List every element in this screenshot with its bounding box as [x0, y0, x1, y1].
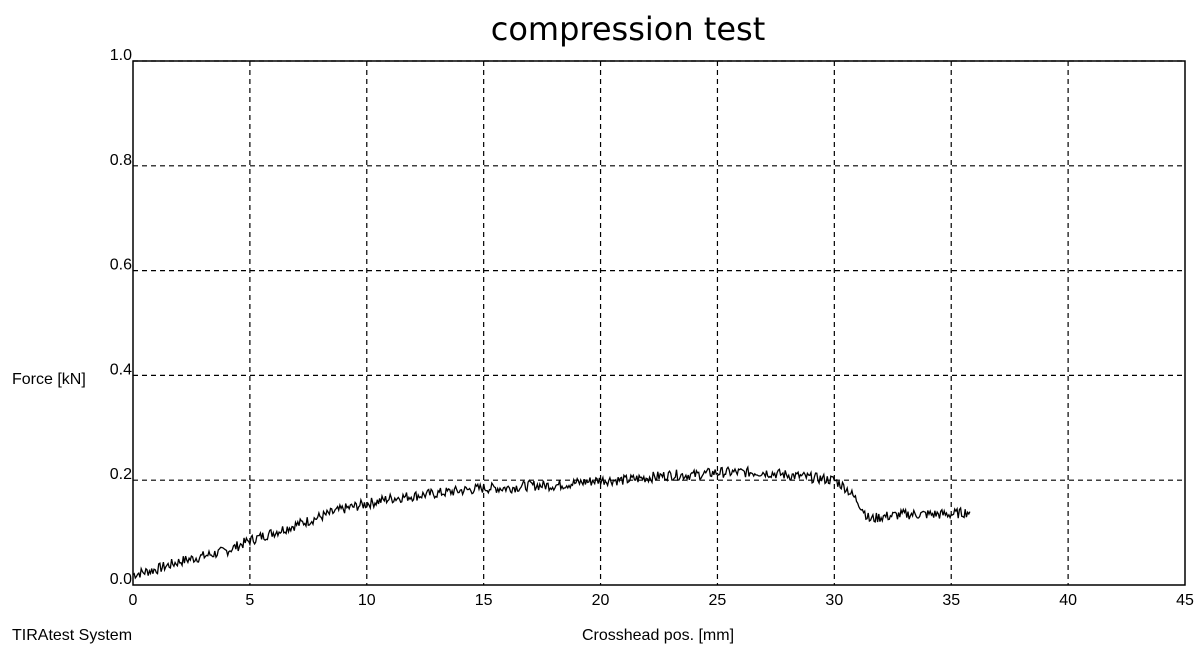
x-tick-label: 35	[942, 592, 960, 609]
y-tick-label: 1.0	[110, 47, 132, 64]
x-tick-label: 5	[245, 592, 254, 609]
y-axis-label: Force [kN]	[12, 371, 86, 388]
y-axis-ticks: 0.0 0.2 0.4 0.6 0.8 1.0	[110, 47, 132, 588]
x-tick-label: 15	[475, 592, 493, 609]
force-series-line	[132, 465, 971, 580]
x-tick-label: 0	[129, 592, 138, 609]
y-tick-label: 0.0	[110, 571, 132, 588]
x-tick-label: 40	[1059, 592, 1077, 609]
plot-frame	[132, 60, 1186, 586]
y-tick-label: 0.8	[110, 152, 132, 169]
footer-system-label: TIRAtest System	[12, 627, 132, 644]
x-tick-label: 25	[709, 592, 727, 609]
y-tick-label: 0.6	[110, 257, 132, 274]
x-tick-label: 20	[592, 592, 610, 609]
grid	[133, 60, 1185, 585]
x-tick-label: 30	[825, 592, 843, 609]
x-axis-ticks: 0 5 10 15 20 25 30 35 40 45	[129, 592, 1194, 609]
chart-title: compression test	[491, 10, 766, 48]
x-tick-label: 10	[358, 592, 376, 609]
y-tick-label: 0.4	[110, 361, 132, 378]
y-tick-label: 0.2	[110, 466, 132, 483]
x-tick-label: 45	[1176, 592, 1194, 609]
x-axis-label: Crosshead pos. [mm]	[582, 627, 734, 644]
